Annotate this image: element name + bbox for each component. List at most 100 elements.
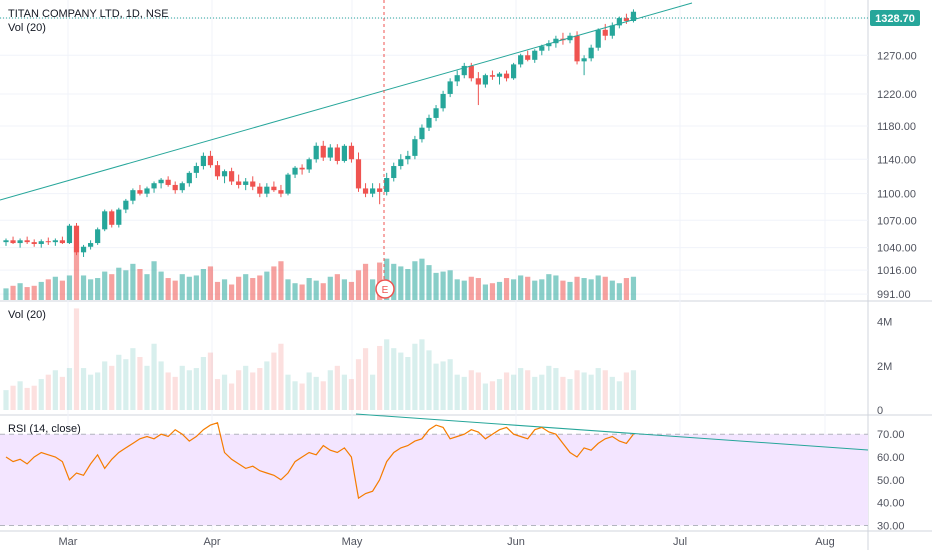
price-pane-volume-bar bbox=[419, 259, 424, 300]
price-pane-volume-bar bbox=[278, 261, 283, 300]
price-pane-volume-bar bbox=[532, 281, 537, 300]
candle-body bbox=[483, 75, 488, 84]
volume-bar bbox=[363, 348, 368, 410]
candle-body bbox=[370, 188, 375, 193]
volume-bar bbox=[215, 379, 220, 410]
candle-body bbox=[384, 178, 389, 192]
price-pane-volume-bar bbox=[483, 285, 488, 301]
candle-body bbox=[201, 156, 206, 166]
volume-bar bbox=[144, 366, 149, 410]
price-tick-label: 991.00 bbox=[877, 289, 911, 301]
volume-bar bbox=[194, 368, 199, 410]
price-pane-volume-bar bbox=[201, 269, 206, 300]
volume-bar bbox=[419, 339, 424, 410]
candle-body bbox=[53, 240, 58, 242]
price-axis[interactable]: 991.00 1016.00 1040.00 1070.00 1100.00 1140.0… bbox=[877, 13, 917, 532]
price-pane-volume-bar bbox=[67, 275, 72, 300]
candle-body bbox=[412, 139, 417, 156]
volume-bar bbox=[328, 370, 333, 410]
volume-bar bbox=[398, 353, 403, 410]
volume-tick-label: 0 bbox=[877, 405, 883, 417]
price-pane-volume-bar bbox=[567, 282, 572, 300]
candle-body bbox=[271, 187, 276, 190]
price-pane-volume-bar bbox=[497, 282, 502, 300]
volume-bar bbox=[151, 344, 156, 410]
volume-bar bbox=[314, 377, 319, 410]
volume-bar bbox=[123, 359, 128, 410]
price-pane-volume-bar bbox=[370, 279, 375, 300]
price-pane-volume-bar bbox=[53, 277, 58, 300]
rsi-tick-label: 40.00 bbox=[877, 498, 905, 510]
volume-bar bbox=[3, 390, 8, 410]
volume-bar bbox=[377, 346, 382, 410]
price-pane-volume-bar bbox=[151, 261, 156, 300]
candle-body bbox=[539, 46, 544, 51]
price-pane-volume-bar bbox=[448, 270, 453, 300]
candle-body bbox=[455, 75, 460, 81]
price-trendline[interactable] bbox=[0, 3, 692, 200]
volume-bar bbox=[441, 361, 446, 410]
price-pane-volume-bar bbox=[525, 277, 530, 300]
volume-bar bbox=[130, 348, 135, 410]
candle-body bbox=[10, 240, 15, 243]
volume-bar bbox=[405, 357, 410, 410]
volume-pane-legend[interactable]: Vol (20) bbox=[8, 309, 46, 321]
volume-bar bbox=[553, 368, 558, 410]
candle-body bbox=[278, 190, 283, 193]
price-pane-volume-bar bbox=[229, 285, 234, 301]
volume-bar bbox=[589, 375, 594, 410]
earnings-marker[interactable]: E bbox=[376, 280, 394, 298]
candle-body bbox=[95, 229, 100, 243]
price-pane-volume-bar bbox=[631, 277, 636, 300]
candle-body bbox=[596, 30, 601, 48]
volume-bar bbox=[46, 375, 51, 410]
volume-bar bbox=[525, 370, 530, 410]
price-pane-volume-bar bbox=[264, 272, 269, 300]
price-tick-label: 1100.00 bbox=[877, 189, 916, 201]
time-tick-label: May bbox=[342, 536, 363, 548]
volume-tick-label: 4M bbox=[877, 317, 892, 329]
volume-pane-bars bbox=[3, 308, 636, 410]
volume-bar bbox=[88, 375, 93, 410]
price-pane-volume-bar bbox=[610, 281, 615, 300]
volume-bar bbox=[335, 366, 340, 410]
price-pane-volume-bar bbox=[553, 275, 558, 300]
price-pane-volume-bar bbox=[243, 274, 248, 300]
candle-body bbox=[123, 201, 128, 210]
candle-body bbox=[307, 159, 312, 169]
price-pane-volume-bar bbox=[3, 288, 8, 300]
volume-bar bbox=[292, 381, 297, 410]
price-pane-volume-bar bbox=[194, 275, 199, 300]
price-pane-volume-bar bbox=[462, 281, 467, 300]
candle-body bbox=[215, 165, 220, 176]
price-pane-volume-bar bbox=[159, 272, 164, 300]
volume-bar bbox=[180, 366, 185, 410]
price-tick-label: 1140.00 bbox=[877, 154, 916, 166]
rsi-pane-legend[interactable]: RSI (14, close) bbox=[8, 423, 81, 435]
symbol-title[interactable]: TITAN COMPANY LTD, 1D, NSE bbox=[8, 8, 169, 20]
volume-bar bbox=[53, 370, 58, 410]
candle-body bbox=[60, 240, 65, 243]
volume-bar bbox=[490, 381, 495, 410]
candle-body bbox=[448, 81, 453, 94]
candle-body bbox=[314, 146, 319, 159]
price-pane-volume-bar bbox=[144, 274, 149, 300]
volume-bar bbox=[187, 370, 192, 410]
price-pane-volume-legend[interactable]: Vol (20) bbox=[8, 22, 46, 34]
candle-body bbox=[67, 226, 72, 243]
candle-body bbox=[377, 188, 382, 191]
candle-body bbox=[18, 240, 23, 243]
volume-bar bbox=[349, 379, 354, 410]
candle-body bbox=[180, 183, 185, 190]
price-pane-volume-bar bbox=[490, 283, 495, 300]
volume-bar bbox=[370, 375, 375, 410]
price-pane-volume-bar bbox=[349, 282, 354, 300]
candle-body bbox=[342, 146, 347, 161]
volume-bar bbox=[433, 364, 438, 410]
candle-body bbox=[109, 211, 114, 224]
candle-body bbox=[511, 64, 516, 78]
candle-body bbox=[46, 241, 51, 242]
price-pane-volume-bar bbox=[328, 277, 333, 300]
time-axis[interactable]: Mar Apr May Jun Jul Aug bbox=[59, 536, 835, 548]
